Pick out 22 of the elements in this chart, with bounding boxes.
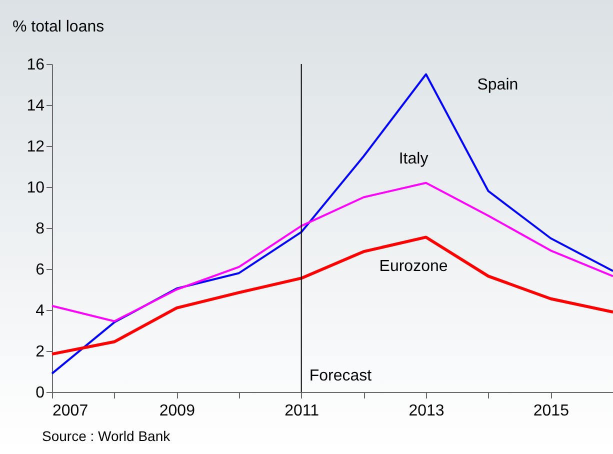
text: Spain <box>477 76 518 94</box>
series-label: Eurozone <box>379 258 448 275</box>
y-tick-label: 14 <box>26 98 45 114</box>
x-tick-label: 2013 <box>408 402 444 420</box>
x-tick-label: 2015 <box>533 402 570 420</box>
y-tick-label: 4 <box>36 302 45 320</box>
line-series <box>50 236 613 356</box>
y-tick-label: 16 <box>26 56 45 74</box>
y-axis-title: % total loans <box>12 18 104 36</box>
source-note: Source : World Bank <box>42 428 172 444</box>
ref-line-label: Forecast <box>309 368 372 385</box>
y-tick-label: 6 <box>36 262 45 278</box>
series-label: Italy <box>398 150 428 168</box>
y-tick-label: 10 <box>26 180 45 196</box>
line-series <box>51 182 613 322</box>
y-tick-label: 12 <box>26 138 45 156</box>
y-tick-label: 0 <box>36 384 45 402</box>
x-tick-label: 2011 <box>284 402 320 420</box>
x-tick-label: 2009 <box>159 402 196 420</box>
y-tick-label: 2 <box>36 344 45 360</box>
y-tick-label: 8 <box>36 220 45 238</box>
x-tick-label: 2007 <box>52 402 88 420</box>
